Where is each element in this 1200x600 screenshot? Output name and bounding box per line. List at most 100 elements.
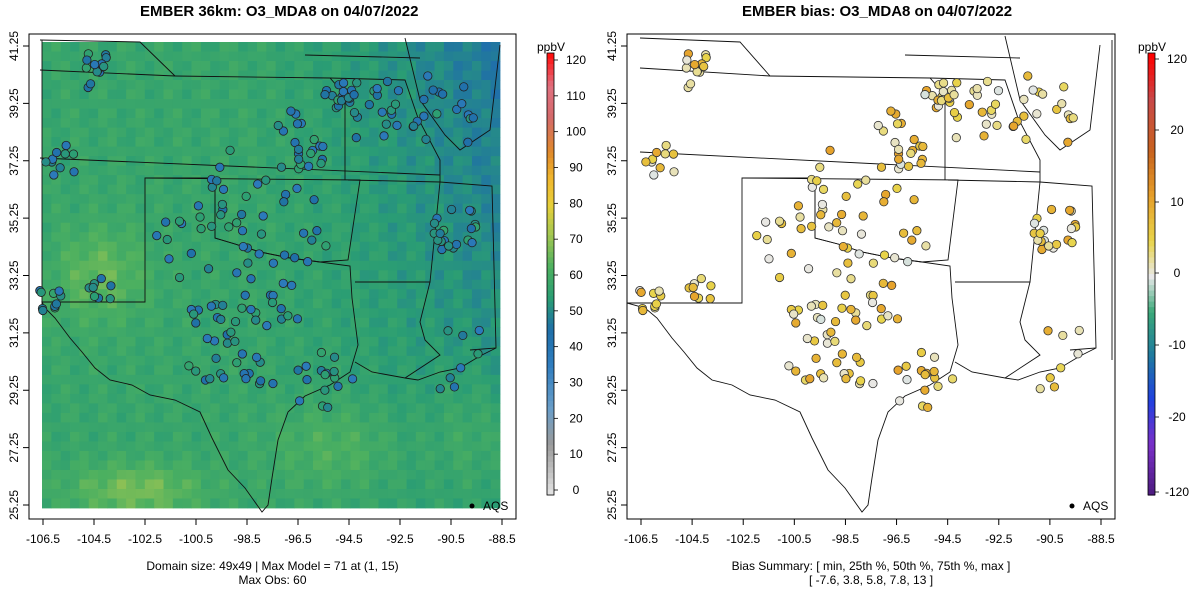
model-grid-cell (107, 327, 118, 338)
model-grid-cell (182, 355, 192, 366)
model-grid-cell (387, 422, 398, 433)
model-grid-cell (406, 422, 417, 433)
model-grid-cell (341, 270, 351, 281)
model-grid-cell (369, 384, 379, 395)
model-grid-cell (415, 317, 426, 328)
colorbar-segment (1148, 395, 1155, 402)
model-grid-cell (434, 412, 445, 423)
model-grid-cell (88, 184, 99, 195)
model-grid-cell (182, 327, 192, 338)
obs-marker (706, 281, 716, 291)
model-grid-cell (200, 308, 211, 319)
model-grid-cell (425, 146, 435, 157)
model-grid-cell (163, 80, 174, 90)
model-grid-cell (42, 317, 52, 328)
model-grid-cell (126, 460, 136, 471)
model-grid-cell (98, 298, 108, 309)
model-grid-cell (70, 431, 80, 442)
obs-marker (846, 274, 856, 284)
model-grid-cell (434, 327, 445, 338)
model-grid-cell (434, 298, 445, 309)
model-grid-cell (219, 365, 230, 376)
model-grid-cell (228, 194, 239, 205)
model-grid-cell (238, 298, 249, 309)
obs-marker (352, 78, 362, 88)
model-grid-cell (341, 251, 351, 262)
model-grid-cell (200, 488, 211, 499)
colorbar-segment (547, 362, 554, 369)
model-grid-cell (378, 232, 389, 243)
obs-marker (1021, 134, 1031, 144)
right-colorbar-units: ppbV (1138, 40, 1167, 54)
obs-marker (774, 216, 785, 226)
colorbar-segment (1148, 334, 1155, 341)
model-grid-cell (163, 412, 174, 423)
obs-marker (246, 304, 256, 315)
model-grid-cell (443, 488, 454, 499)
model-grid-cell (462, 289, 473, 300)
model-grid-cell (210, 42, 220, 52)
obs-marker (890, 253, 900, 263)
model-grid-cell (60, 194, 71, 205)
model-grid-cell (116, 89, 127, 100)
model-grid-cell (350, 469, 361, 480)
model-grid-cell (70, 270, 80, 281)
model-grid-cell (182, 213, 192, 224)
model-grid-cell (481, 346, 492, 357)
model-grid-cell (415, 374, 426, 385)
model-grid-cell (434, 194, 445, 205)
model-grid-cell (219, 346, 230, 357)
obs-marker (409, 121, 419, 131)
model-grid-cell (51, 393, 62, 404)
model-grid-cell (471, 270, 482, 281)
model-grid-cell (322, 260, 333, 271)
model-grid-cell (228, 469, 239, 480)
model-grid-cell (350, 61, 361, 71)
model-grid-cell (210, 498, 220, 509)
obs-markers-model (35, 49, 484, 412)
model-grid-cell (163, 165, 174, 176)
model-grid-cell (116, 251, 127, 262)
model-grid-cell (294, 232, 305, 243)
model-grid-cell (406, 213, 417, 224)
model-grid-cell (144, 336, 155, 347)
model-grid-cell (238, 89, 249, 100)
model-grid-cell (42, 393, 52, 404)
model-grid-cell (116, 298, 127, 309)
model-grid-cell (247, 384, 258, 395)
model-grid-cell (266, 498, 277, 509)
model-grid-cell (303, 298, 314, 309)
colorbar-tick-label: 0 (1174, 266, 1181, 280)
model-grid-cell (238, 450, 249, 461)
model-grid-cell (191, 488, 202, 499)
model-grid-cell (350, 156, 361, 167)
model-grid-cell (490, 488, 501, 499)
model-grid-cell (434, 317, 445, 328)
model-grid-cell (51, 450, 62, 461)
obs-marker (212, 176, 222, 186)
x-tick-label: -98.5 (233, 532, 261, 546)
model-grid-cell (331, 479, 342, 490)
model-grid-cell (116, 51, 127, 62)
model-grid-cell (359, 270, 370, 281)
model-grid-cell (313, 184, 323, 195)
model-grid-cell (126, 137, 136, 148)
model-grid-cell (172, 241, 183, 252)
model-grid-cell (238, 403, 249, 414)
model-grid-cell (191, 175, 202, 186)
colorbar-segment (1148, 290, 1155, 297)
model-grid-cell (256, 70, 267, 81)
model-grid-cell (471, 232, 482, 243)
right-plot-frame (626, 33, 1116, 520)
model-grid-cell (425, 336, 435, 347)
model-grid-cell (256, 241, 267, 252)
model-grid-cell (228, 175, 239, 186)
model-grid-cell (285, 403, 295, 414)
model-grid-cell (172, 222, 183, 233)
model-grid-cell (387, 241, 398, 252)
model-grid-cell (107, 80, 118, 90)
obs-marker (840, 290, 850, 300)
model-grid-cell (144, 232, 155, 243)
model-grid-cell (425, 270, 435, 281)
